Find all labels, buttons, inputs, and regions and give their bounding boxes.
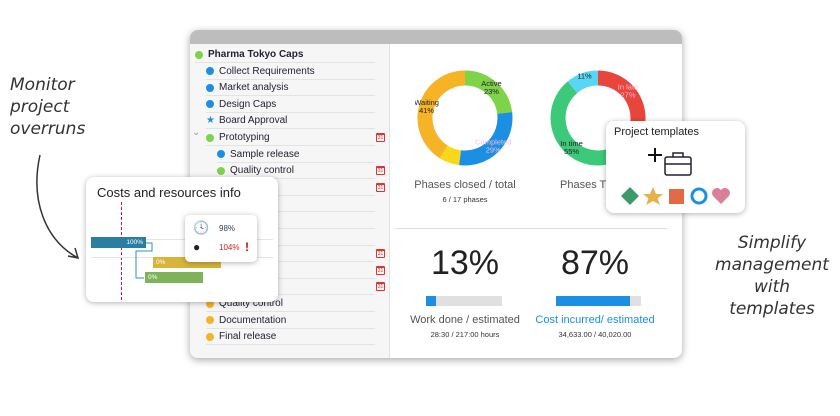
donut-chart-timing: In late 27% In time 55% 11% [550,70,646,166]
alert-icon: ! [245,240,249,254]
tree-item-label: Documentation [219,314,287,326]
tree-item-label: Final release [219,331,277,343]
kpi-label: Work done / estimated [410,314,520,326]
segment-label: Completed 29% [475,137,511,154]
card-title: Project templates [614,126,699,138]
callout-line: with templates [729,277,815,319]
template-shapes [621,187,730,205]
segment-label: Active 23% [481,79,501,96]
tree-item[interactable]: Market analysis [206,80,375,97]
arrow-icon [36,154,80,259]
heart-icon [712,188,730,204]
callout-line: overruns [10,119,86,139]
donut-segment[interactable] [439,145,462,166]
calendar-icon[interactable]: 31 [376,249,385,259]
status-dot-icon [206,316,214,325]
ring-icon [690,187,708,205]
tree-item-label: Design Caps [219,98,277,110]
tree-item-label: Market analysis [219,82,289,94]
chart-title: Phases closed / total [414,179,516,191]
chart-title: Phases T [560,179,607,191]
status-dot-icon [206,83,214,92]
kpi-detail: 34,633.00 / 40,020.00 [558,330,632,339]
donut-segment[interactable] [464,70,513,115]
clock-icon: 🕓 [193,220,210,235]
donut-chart-phases: Active 23% Completed 29% Waiting 41% [415,70,513,166]
status-dot-icon [206,67,214,76]
status-dot-icon [206,100,214,109]
status-dot-icon [217,150,225,159]
tree-item-label: Pharma Tokyo Caps [208,49,304,60]
callout-monitor: Monitor project overruns [10,74,85,140]
chevron-down-icon[interactable]: ⌄ [192,127,201,138]
add-template-icon[interactable] [646,145,696,177]
window-titlebar [190,30,682,44]
kpi-value: 87% [560,244,630,282]
diamond-icon [621,187,639,205]
tree-item[interactable]: ★ Board Approval [206,113,375,130]
calendar-icon[interactable]: 31 [376,182,385,192]
status-dot-icon [206,133,214,142]
gantt-bar[interactable]: 100% [91,237,146,248]
donut-segment[interactable] [459,112,513,166]
tree-item-label: Collect Requirements [219,65,315,77]
coins-icon: ● [193,240,201,254]
gantt-bar[interactable]: 0% [145,272,203,283]
callout-line: Simplify [737,233,807,253]
callout-line: management [715,255,829,275]
callout-line: project [10,97,70,117]
callout-line: Monitor [10,75,75,95]
chart-subtitle: 6 / 17 phases [442,195,488,204]
tree-item-label: Prototyping [219,132,270,143]
status-dot-icon [206,332,214,341]
kpi-detail: 28:30 / 217:00 hours [430,330,500,339]
divider [395,228,667,229]
calendar-icon[interactable]: 31 [376,282,385,292]
overrun-tooltip: 🕓 98% ● 104% ! [185,215,257,262]
project-templates-card[interactable]: Project templates [606,121,745,213]
star-icon [643,187,663,205]
square-icon [669,189,684,204]
tree-item[interactable]: Pharma Tokyo Caps [195,47,375,63]
calendar-icon[interactable]: 31 [376,133,385,142]
tree-item[interactable]: Sample release [217,147,375,163]
segment-label: In late 27% [618,83,638,100]
tree-item[interactable]: Design Caps [206,97,375,113]
tree-item-label: Sample release [230,148,300,160]
tree-item[interactable]: Final release [206,329,375,346]
donut-segment[interactable] [597,70,646,124]
cost-percent: 104% [219,243,240,252]
status-dot-icon [217,166,225,175]
kpi-progress-bar [426,296,502,306]
kpi-progress-bar [556,296,641,306]
tree-item-label: Quality control [219,298,283,309]
time-percent: 98% [219,224,236,233]
star-icon: ★ [206,115,215,127]
tree-item[interactable]: ⌄ Prototyping 31 [192,127,385,146]
segment-label: In time 55% [560,139,583,156]
kpi-value: 13% [430,244,500,282]
callout-templates: Simplify management with templates [712,232,832,320]
card-title: Costs and resources info [97,185,241,200]
segment-label: Waiting 41% [415,98,439,115]
calendar-icon[interactable]: 31 [376,166,385,176]
tree-item[interactable]: Quality control [206,296,375,312]
tree-item[interactable]: Collect Requirements [206,64,375,80]
tree-item[interactable]: Documentation [206,313,375,329]
tree-item-label: Board Approval [218,115,288,127]
status-dot-icon [195,50,203,59]
tree-item[interactable]: Quality control 31 [217,163,385,180]
status-dot-icon [206,299,214,308]
kpi-label[interactable]: Cost incurred/ estimated [535,314,655,326]
segment-label: 11% [577,71,592,80]
tree-item-label: Quality control [230,165,294,177]
donut-segment[interactable] [567,70,599,94]
tree-item[interactable]: 31 [237,246,385,263]
calendar-icon[interactable]: 31 [376,265,385,275]
dashboard: Active 23% Completed 29% Waiting 41% In late 2… [390,44,682,358]
gantt-bar[interactable]: 0% [153,257,221,268]
donut-segment[interactable] [417,70,466,159]
